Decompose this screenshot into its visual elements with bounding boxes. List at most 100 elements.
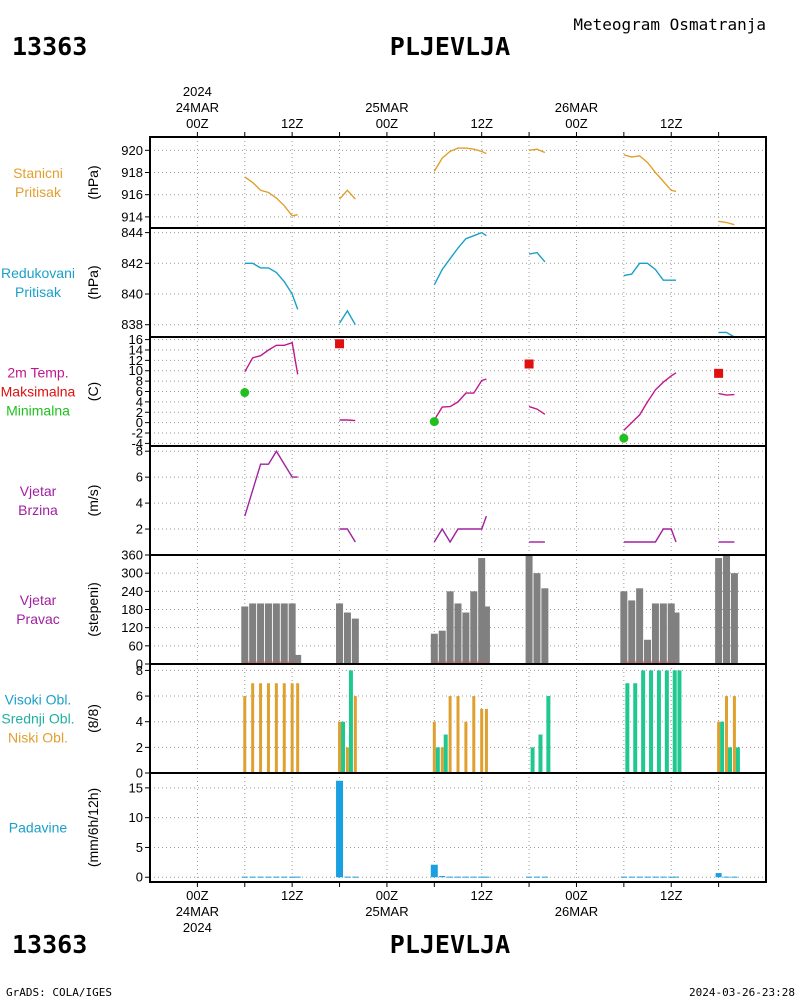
low-cloud-bar [353,696,357,773]
y-tick-label: 5 [136,840,143,855]
panel-label-line: Brzina [18,502,58,518]
y-tick-label: 360 [121,548,143,563]
low-cloud-bar [338,721,342,773]
wind-direction-bar [257,603,265,664]
plot-area [150,228,766,337]
low-cloud-bar [274,683,278,773]
wind-direction-bar [723,555,731,664]
wind-direction-bar [667,603,675,664]
precipitation-bar [447,876,454,878]
low-cloud-bar [480,708,484,773]
bottom-time-label: 00Z [186,888,208,903]
bottom-time-label: 12Z [470,888,492,903]
mid-cloud-bar [649,670,654,773]
top-time-label: 12Z [470,116,492,131]
mid-cloud-bar [664,670,669,773]
wind-direction-bar [264,603,272,664]
precipitation-bar [455,876,461,878]
y-tick-label: 842 [121,256,143,271]
low-cloud-bar [282,683,286,773]
y-axis-label: (8/8) [85,704,101,733]
precipitation-bar [660,876,667,878]
wind-direction-bar [659,603,667,664]
y-tick-label: 8 [136,374,143,389]
series-line [338,189,356,200]
low-cloud-bar [243,696,247,773]
wind-direction-bar [636,588,644,664]
mid-cloud-bar [672,670,677,773]
mid-cloud-bar [435,747,440,773]
y-tick-label: 914 [121,209,143,224]
precipitation-bar [652,876,659,878]
mid-cloud-bar [443,734,448,773]
mid-cloud-bar [538,734,543,773]
wind-direction-bar [294,654,302,664]
low-cloud-bar [345,747,349,773]
panel-label-line: Redukovani [1,265,75,281]
wind-direction-bar [280,603,288,664]
series-line [433,378,487,421]
y-tick-label: 16 [129,332,143,347]
panel-label-line: Stanicni [13,165,63,181]
precipitation-bar [636,876,643,878]
mid-cloud-bar [735,747,740,773]
low-cloud-bar [432,721,436,773]
timestamp-text: 2024-03-26-23:28 [689,986,795,999]
y-tick-label: 120 [121,620,143,635]
station-id-bottom: 13363 [12,930,87,959]
wind-direction-bar [470,591,478,664]
precipitation-bar [715,873,722,878]
y-tick-label: 14 [129,342,143,357]
low-cloud-bar [259,683,263,773]
y-tick-label: 0 [136,870,143,885]
mid-cloud-bar [546,696,551,773]
panel-wind-speed: 2 4 6 8 Vjetar Brzina (m/s) [18,444,767,556]
y-tick-label: 2 [136,405,143,420]
wind-direction-bar [715,558,723,664]
precipitation-bar [289,876,296,878]
precipitation-bar [470,876,477,878]
min-temp-marker [619,433,629,443]
wind-direction-bar [482,606,490,664]
y-axis-label: (mm/6h/12h) [85,788,101,867]
series-line [244,176,298,217]
min-temp-marker [240,388,250,398]
series-line [623,154,677,193]
wind-direction-bar [620,591,628,664]
low-cloud-bar [290,683,294,773]
panel-pressure-reduced: 838 840 842 844 Redukovani Pritisak (hPa) [1,225,767,338]
plot-area [150,773,766,882]
precipitation-bar [541,876,548,878]
wind-direction-bar [644,639,652,664]
panel-wind-direction: 0 60 120 180 240 300 360 Vjetar Pravac (stepeni) [16,548,767,672]
y-tick-label: 6 [136,470,143,485]
series-line [433,231,487,286]
precipitation-bar [526,876,533,878]
precipitation-bar [430,864,438,878]
precipitation-bar [249,876,256,878]
wind-direction-bar [730,573,738,664]
panel-label-line: Visoki Obl. [5,692,72,708]
precipitation-bar [294,876,301,878]
wind-direction-bar [454,603,462,664]
y-axis-label: (C) [85,382,101,401]
y-tick-label: 4 [136,714,143,729]
y-tick-label: 15 [129,780,143,795]
precipitation-bar [352,876,359,878]
wind-direction-bar [478,558,486,664]
precipitation-bar [478,876,485,878]
y-tick-label: 10 [129,810,143,825]
wind-direction-bar [430,633,438,664]
plot-area [150,446,766,555]
wind-direction-bar [336,603,344,664]
series-line [718,331,735,338]
y-tick-label: 8 [136,663,143,678]
top-time-label: 00Z [186,116,208,131]
wind-direction-bar [438,630,446,664]
y-tick-label: 0 [136,766,143,781]
wind-direction-bar [628,600,636,664]
y-tick-label: 180 [121,602,143,617]
